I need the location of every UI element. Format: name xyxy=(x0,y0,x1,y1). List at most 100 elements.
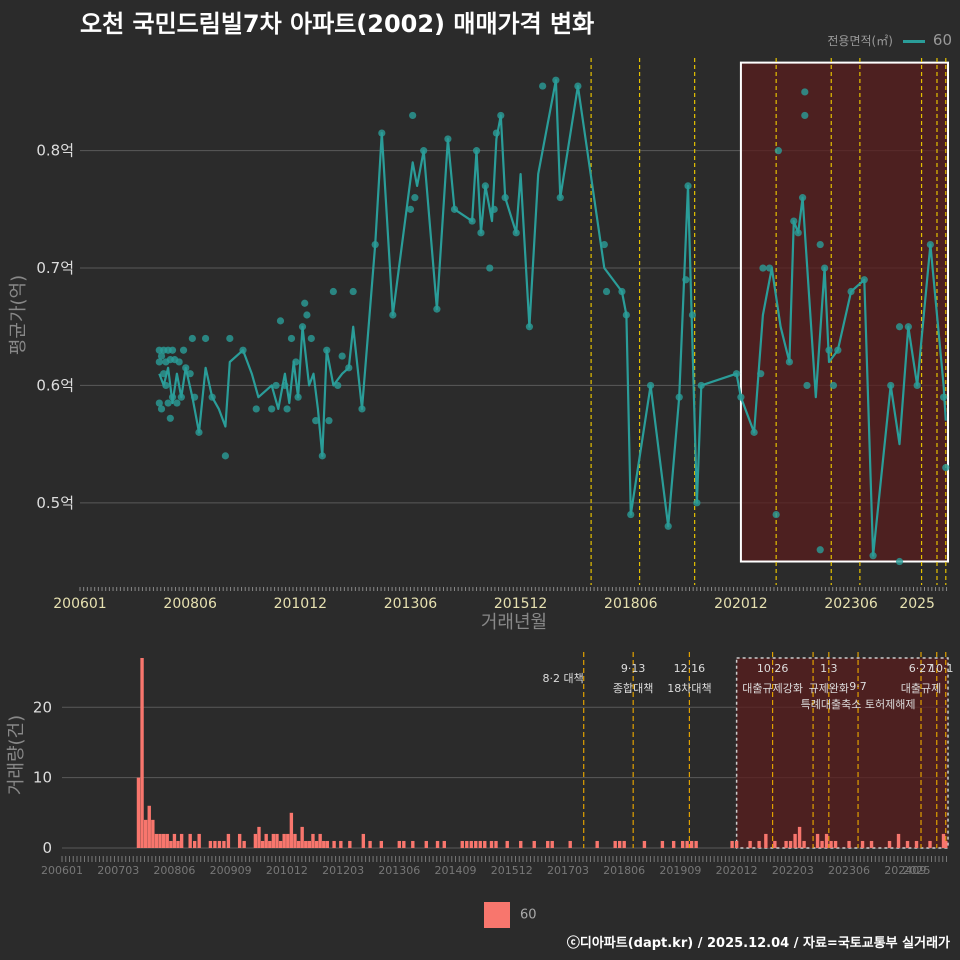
bar-x-tick-label: 201909 xyxy=(659,864,701,877)
volume-bar xyxy=(140,658,144,848)
volume-bar xyxy=(748,840,752,848)
data-point xyxy=(926,240,934,249)
volume-bar xyxy=(197,833,201,848)
y-axis-title: 평균가(억) xyxy=(8,275,29,355)
policy-annotation-name: 특례대출축소 토허제해제 xyxy=(801,697,916,711)
data-point xyxy=(406,205,415,213)
data-point xyxy=(378,129,386,137)
volume-bar xyxy=(494,840,498,848)
data-point xyxy=(646,381,655,390)
volume-bar xyxy=(469,840,473,848)
data-point xyxy=(627,510,635,519)
volume-bar xyxy=(275,833,279,848)
chart-title: 오천 국민드림빌7차 아파트(2002) 매매가격 변화 xyxy=(80,10,595,38)
volume-bar xyxy=(887,840,892,848)
x-tick-label: 201512 xyxy=(494,596,547,612)
data-point xyxy=(195,428,203,436)
policy-annotation-name: 18차대책 xyxy=(667,682,711,695)
data-point xyxy=(895,557,904,566)
data-point xyxy=(472,147,481,155)
volume-bar xyxy=(226,833,231,848)
data-point xyxy=(913,381,921,390)
data-point xyxy=(188,334,196,343)
policy-annotation-name: 대출규제강화 xyxy=(742,682,803,695)
data-point xyxy=(345,364,353,372)
x-tick-label: 200601 xyxy=(53,596,106,612)
policy-annotation-name: 종합대책 xyxy=(613,682,653,695)
volume-bar xyxy=(278,840,283,848)
volume-bar xyxy=(188,833,192,848)
volume-bar xyxy=(136,777,141,848)
data-point xyxy=(177,393,185,401)
data-point xyxy=(173,399,181,407)
bar-x-tick-label: 202409 xyxy=(884,864,926,877)
y-tick-label: 0.8억 xyxy=(36,142,74,160)
volume-bar xyxy=(793,833,797,848)
volume-bar xyxy=(361,833,366,848)
volume-bar xyxy=(161,833,166,848)
data-point xyxy=(622,311,630,319)
volume-bar xyxy=(869,840,874,848)
volume-bar xyxy=(532,840,536,848)
volume-bar xyxy=(253,833,258,848)
volume-bar xyxy=(660,840,665,848)
volume-bar xyxy=(797,826,802,848)
volume-bar xyxy=(550,840,554,848)
bar-x-tick-label: 201703 xyxy=(547,864,589,877)
data-point xyxy=(801,111,809,120)
volume-bar xyxy=(242,840,246,848)
data-point xyxy=(252,405,260,413)
data-point xyxy=(208,393,216,401)
data-point xyxy=(287,334,296,343)
data-point xyxy=(942,464,950,472)
data-point xyxy=(272,381,280,390)
volume-bar xyxy=(442,840,446,848)
data-point xyxy=(869,552,877,560)
volume-bar xyxy=(802,840,806,848)
policy-annotation-name: 대출규제 xyxy=(901,682,941,695)
volume-bar xyxy=(192,840,197,848)
data-point xyxy=(757,370,765,378)
volume-bar xyxy=(402,840,406,848)
policy-annotation-date: 9·7 xyxy=(849,680,867,693)
data-point xyxy=(389,311,397,319)
data-point xyxy=(834,346,842,354)
data-point xyxy=(794,229,802,237)
data-point xyxy=(371,240,379,249)
x-tick-label: 201306 xyxy=(384,596,438,612)
data-point xyxy=(155,358,163,366)
volume-bar xyxy=(293,833,297,848)
data-point xyxy=(281,381,289,390)
data-point xyxy=(501,194,509,202)
data-point xyxy=(323,346,331,354)
volume-bar xyxy=(671,840,676,848)
volume-bar xyxy=(165,833,169,848)
volume-bar xyxy=(734,840,739,848)
data-point xyxy=(420,147,428,155)
data-point xyxy=(179,346,188,354)
data-point xyxy=(166,414,174,422)
volume-bar xyxy=(158,833,162,848)
data-point xyxy=(338,352,346,360)
bar-y-tick-label: 10 xyxy=(33,769,52,787)
volume-bar xyxy=(286,833,290,848)
data-point xyxy=(298,323,307,331)
volume-bar xyxy=(311,833,315,848)
data-point xyxy=(468,217,476,225)
bar-x-tick-label: 201203 xyxy=(322,864,364,877)
volume-bar xyxy=(264,833,268,848)
policy-annotation-date: 8·2 대책 xyxy=(542,672,583,685)
bar-x-tick-label: 202012 xyxy=(716,864,758,877)
data-point xyxy=(693,499,701,507)
policy-annotation-name: 규제완화 xyxy=(809,682,849,695)
data-point xyxy=(283,405,291,413)
data-point xyxy=(785,358,793,366)
data-point xyxy=(162,381,170,390)
x-tick-label: 201806 xyxy=(604,596,658,612)
data-point xyxy=(556,194,564,202)
bar-x-tick-label: 202306 xyxy=(828,864,870,877)
data-point xyxy=(618,287,626,296)
volume-bar xyxy=(176,840,180,848)
data-point xyxy=(552,76,560,84)
volume-bar xyxy=(642,840,647,848)
